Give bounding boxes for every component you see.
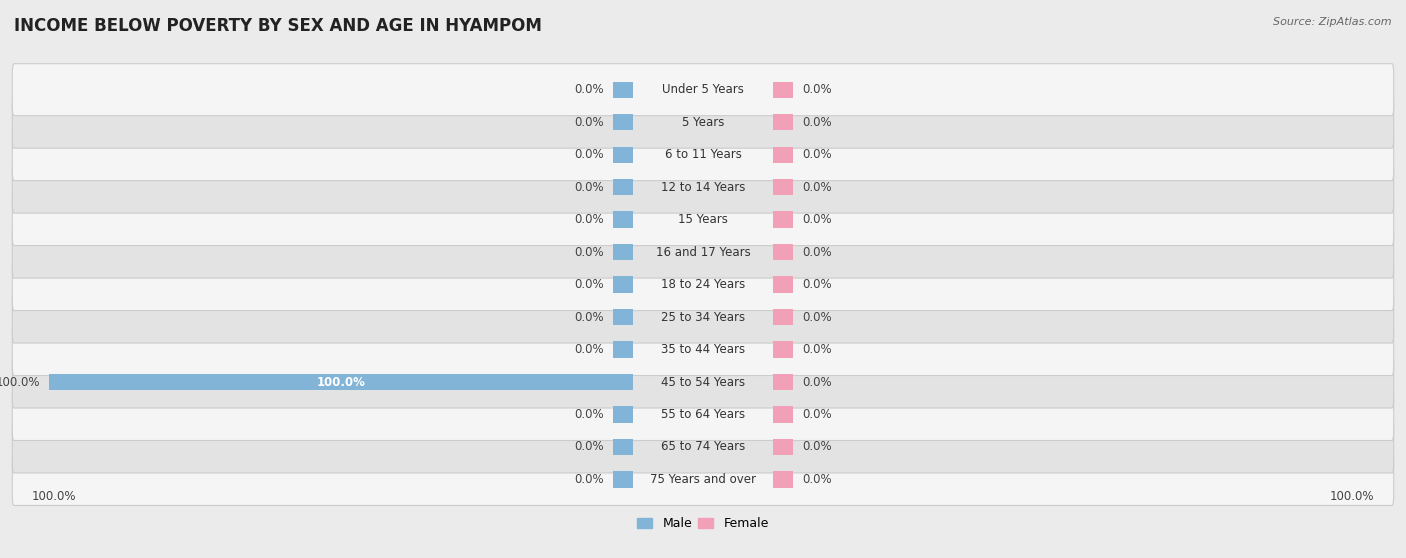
Bar <box>613 179 633 195</box>
Bar <box>613 244 633 260</box>
Text: 0.0%: 0.0% <box>574 246 603 258</box>
FancyBboxPatch shape <box>13 161 1393 213</box>
Text: 16 and 17 Years: 16 and 17 Years <box>655 246 751 258</box>
Bar <box>773 114 793 131</box>
Text: 6 to 11 Years: 6 to 11 Years <box>665 148 741 161</box>
Text: 0.0%: 0.0% <box>803 116 832 129</box>
FancyBboxPatch shape <box>13 324 1393 376</box>
Bar <box>773 147 793 163</box>
Text: 0.0%: 0.0% <box>803 213 832 226</box>
FancyBboxPatch shape <box>13 454 1393 506</box>
FancyBboxPatch shape <box>13 194 1393 246</box>
Bar <box>773 341 793 358</box>
Text: 0.0%: 0.0% <box>574 278 603 291</box>
Text: 55 to 64 Years: 55 to 64 Years <box>661 408 745 421</box>
Text: 0.0%: 0.0% <box>574 408 603 421</box>
Text: 5 Years: 5 Years <box>682 116 724 129</box>
Bar <box>773 276 793 293</box>
Text: 0.0%: 0.0% <box>803 278 832 291</box>
Text: Source: ZipAtlas.com: Source: ZipAtlas.com <box>1274 17 1392 27</box>
Text: 0.0%: 0.0% <box>803 440 832 454</box>
Text: 0.0%: 0.0% <box>574 343 603 356</box>
Text: Under 5 Years: Under 5 Years <box>662 83 744 96</box>
Text: 100.0%: 100.0% <box>31 490 76 503</box>
FancyBboxPatch shape <box>13 129 1393 181</box>
Bar <box>773 81 793 98</box>
Text: 0.0%: 0.0% <box>574 148 603 161</box>
Text: 0.0%: 0.0% <box>803 83 832 96</box>
FancyBboxPatch shape <box>13 226 1393 278</box>
Text: 0.0%: 0.0% <box>574 440 603 454</box>
Text: 0.0%: 0.0% <box>574 116 603 129</box>
Text: 18 to 24 Years: 18 to 24 Years <box>661 278 745 291</box>
FancyBboxPatch shape <box>13 356 1393 408</box>
Text: 0.0%: 0.0% <box>574 311 603 324</box>
Text: 0.0%: 0.0% <box>803 246 832 258</box>
FancyBboxPatch shape <box>13 388 1393 440</box>
Bar <box>773 179 793 195</box>
Bar <box>613 472 633 488</box>
Legend: Male, Female: Male, Female <box>633 512 773 535</box>
Bar <box>613 309 633 325</box>
FancyBboxPatch shape <box>13 421 1393 473</box>
Text: 100.0%: 100.0% <box>316 376 366 388</box>
Text: 0.0%: 0.0% <box>574 473 603 486</box>
Bar <box>613 341 633 358</box>
Text: 25 to 34 Years: 25 to 34 Years <box>661 311 745 324</box>
Bar <box>613 81 633 98</box>
Bar <box>613 114 633 131</box>
Bar <box>773 439 793 455</box>
FancyBboxPatch shape <box>13 258 1393 311</box>
Text: 0.0%: 0.0% <box>803 376 832 388</box>
Text: 0.0%: 0.0% <box>803 181 832 194</box>
Text: 75 Years and over: 75 Years and over <box>650 473 756 486</box>
Bar <box>49 374 633 390</box>
Bar <box>613 439 633 455</box>
Text: INCOME BELOW POVERTY BY SEX AND AGE IN HYAMPOM: INCOME BELOW POVERTY BY SEX AND AGE IN H… <box>14 17 541 35</box>
Text: 0.0%: 0.0% <box>803 408 832 421</box>
FancyBboxPatch shape <box>13 291 1393 343</box>
Text: 0.0%: 0.0% <box>574 213 603 226</box>
Text: 65 to 74 Years: 65 to 74 Years <box>661 440 745 454</box>
Bar <box>613 211 633 228</box>
Text: 0.0%: 0.0% <box>803 311 832 324</box>
Bar <box>613 406 633 422</box>
Bar <box>773 374 793 390</box>
Bar <box>773 472 793 488</box>
Bar <box>773 244 793 260</box>
Bar <box>773 211 793 228</box>
Text: 0.0%: 0.0% <box>574 83 603 96</box>
Text: 100.0%: 100.0% <box>0 376 41 388</box>
Text: 45 to 54 Years: 45 to 54 Years <box>661 376 745 388</box>
Bar <box>613 276 633 293</box>
Text: 0.0%: 0.0% <box>803 473 832 486</box>
FancyBboxPatch shape <box>13 96 1393 148</box>
Text: 35 to 44 Years: 35 to 44 Years <box>661 343 745 356</box>
Bar <box>773 309 793 325</box>
FancyBboxPatch shape <box>13 64 1393 116</box>
Text: 0.0%: 0.0% <box>574 181 603 194</box>
Text: 100.0%: 100.0% <box>1330 490 1375 503</box>
Text: 12 to 14 Years: 12 to 14 Years <box>661 181 745 194</box>
Bar <box>773 406 793 422</box>
Text: 15 Years: 15 Years <box>678 213 728 226</box>
Text: 0.0%: 0.0% <box>803 148 832 161</box>
Text: 0.0%: 0.0% <box>803 343 832 356</box>
Bar <box>613 147 633 163</box>
